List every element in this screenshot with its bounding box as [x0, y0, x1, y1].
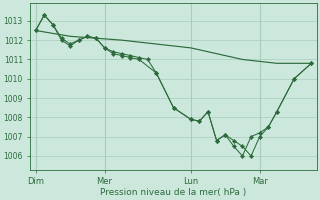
X-axis label: Pression niveau de la mer( hPa ): Pression niveau de la mer( hPa ) [100, 188, 247, 197]
